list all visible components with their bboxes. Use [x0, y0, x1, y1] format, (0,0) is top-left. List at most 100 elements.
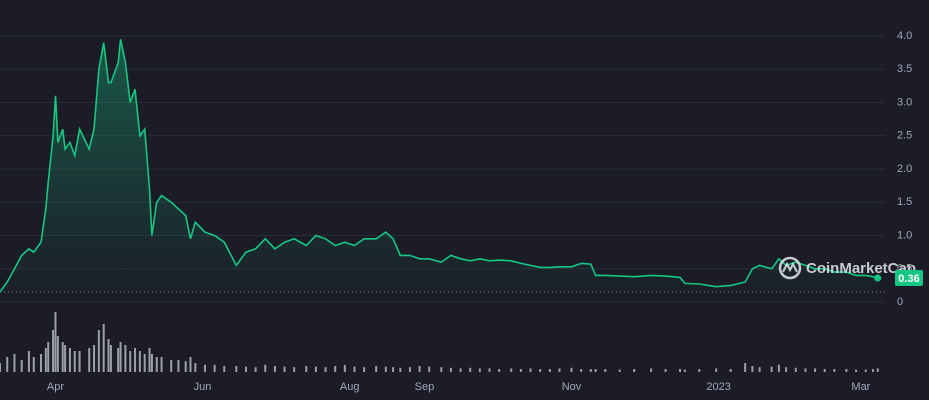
volume-bar [32, 357, 35, 372]
volume-bar [61, 342, 64, 372]
volume-bar [751, 366, 754, 372]
volume-bar [27, 351, 30, 372]
volume-bar [589, 369, 592, 372]
volume-bar [679, 369, 682, 372]
volume-bar [449, 367, 452, 372]
volume-bar [189, 357, 192, 372]
volume-bar [88, 348, 91, 372]
volume-bar [97, 330, 100, 372]
x-tick-label: Nov [562, 381, 582, 393]
volume-bar [488, 368, 491, 372]
volume-bar [823, 369, 826, 372]
volume-bar [235, 366, 238, 372]
volume-bar [107, 339, 110, 372]
volume-bar [519, 369, 522, 372]
volume-bar [244, 366, 247, 372]
volume-bar [170, 360, 173, 372]
x-tick-label: Mar [851, 381, 870, 393]
volume-bar [305, 366, 308, 372]
volume-bar [283, 366, 286, 372]
volume-bar [184, 361, 187, 372]
volume-bar [594, 369, 597, 372]
volume-bar [785, 367, 788, 372]
volume-bar [47, 342, 50, 372]
volume-bar [0, 363, 1, 372]
volume-bar [399, 367, 402, 372]
volume-bar [729, 369, 732, 372]
volume-bar [353, 366, 356, 372]
y-tick-label: 4.0 [897, 30, 912, 42]
volume-bar [363, 367, 366, 372]
volume-bar [864, 369, 867, 372]
volume-bar [119, 342, 122, 372]
volume-bar [68, 348, 71, 372]
volume-bar [664, 369, 667, 372]
area [0, 39, 878, 293]
y-tick-label: 1.0 [897, 229, 912, 241]
volume-bar [375, 366, 378, 372]
volume-bar [618, 369, 621, 372]
volume-bar [698, 369, 701, 372]
volume-bar [777, 364, 780, 372]
x-tick-label: Jun [194, 381, 212, 393]
volume-bar [264, 364, 267, 372]
volume-bar [459, 368, 462, 372]
volume-bar [428, 366, 431, 372]
price-tag-label: 0.36 [898, 273, 919, 285]
y-tick-label: 3.5 [897, 63, 912, 75]
watermark: CoinMarketCap [778, 256, 916, 280]
volume-bar [324, 367, 327, 372]
volume-bar [160, 357, 163, 372]
x-tick-label: Sep [415, 381, 435, 393]
volume-bar [44, 348, 47, 372]
volume-bar [334, 366, 337, 372]
volume-bar [148, 348, 151, 372]
volume-bar [20, 360, 23, 372]
volume-bar [604, 369, 607, 372]
watermark-logo [778, 256, 802, 280]
y-tick-label: 2.0 [897, 163, 912, 175]
volume-bar [54, 312, 57, 372]
y-tick-label: 0 [897, 296, 903, 308]
x-tick-label: Aug [340, 381, 360, 393]
volume-bar [469, 367, 472, 372]
volume-bar [52, 330, 55, 372]
volume-bar [804, 368, 807, 372]
volume-bar [177, 360, 180, 372]
volume-bar [203, 364, 206, 372]
watermark-logo-mark [782, 261, 798, 273]
volume-bar [78, 351, 81, 372]
volume-bar [150, 354, 153, 372]
volume-bar [650, 368, 653, 372]
volume-bar [548, 369, 551, 372]
y-tick-label: 1.5 [897, 196, 912, 208]
x-tick-label: Apr [47, 381, 64, 393]
volume-bar [273, 366, 276, 372]
volume-bar [580, 369, 583, 372]
volume-bar [529, 368, 532, 372]
y-tick-label: 2.5 [897, 130, 912, 142]
volume-bar [93, 345, 96, 372]
volume-bar [855, 369, 858, 372]
volume-bar [876, 368, 879, 372]
price-line [0, 39, 879, 293]
volume-bar [845, 369, 848, 372]
volume-bar [73, 351, 76, 372]
volume-bar [109, 345, 112, 372]
y-tick-label: 3.0 [897, 96, 912, 108]
x-tick-label: 2023 [706, 381, 730, 393]
volume-bar [314, 366, 317, 372]
volume-bar [871, 369, 874, 372]
volume-bar [794, 367, 797, 372]
watermark-text: CoinMarketCap [806, 260, 916, 277]
volume-bar [715, 368, 718, 372]
volume-bar [510, 368, 513, 372]
volume-bar [683, 369, 686, 372]
volume-bar [478, 368, 481, 372]
volume-bar [138, 351, 141, 372]
volume-bar [770, 366, 773, 372]
volume-bar [418, 366, 421, 372]
volume-bar [744, 363, 747, 372]
volume-bar [570, 367, 573, 372]
